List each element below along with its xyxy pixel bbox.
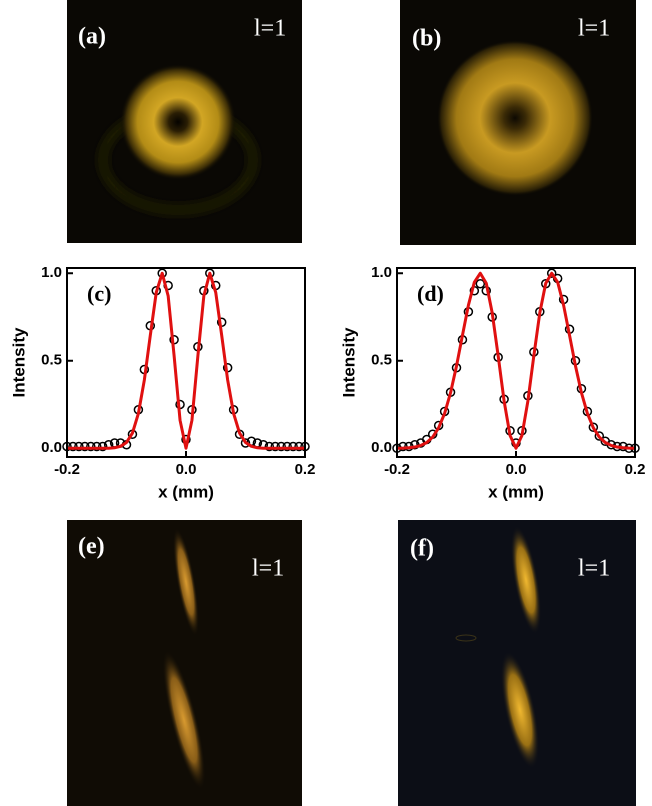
x-tick-label: -0.2: [54, 461, 80, 478]
y-tick-label: 0.5: [41, 352, 62, 369]
mode-label: l=1: [252, 556, 284, 582]
panel-label: (c): [87, 281, 111, 306]
mode-label: l=1: [254, 16, 286, 42]
mode-label: l=1: [578, 556, 610, 582]
x-tick-label: 0.2: [295, 461, 316, 478]
plot-frame: [66, 267, 306, 458]
panel-label: (e): [78, 534, 105, 560]
chart: 0.0 0.5 1.0 -0.2 0.0 0.2 x (mm) Intensity (d): [339, 264, 645, 501]
data-point: [240, 438, 251, 448]
y-axis-label: Intensity: [9, 327, 28, 397]
data-point: [97, 441, 108, 452]
data-point: [594, 431, 605, 441]
image-panel: (b) l=1: [400, 0, 636, 245]
x-tick-label: 0.2: [625, 461, 646, 478]
image-panel: (e) l=1: [67, 520, 302, 806]
data-point: [86, 441, 96, 452]
data-point: [282, 441, 292, 452]
data-point: [288, 441, 298, 452]
panel-label: (a): [78, 24, 106, 50]
data-point: [264, 441, 275, 452]
data-point: [276, 441, 286, 452]
fit-line: [67, 271, 305, 450]
image-panel: (a) l=1: [67, 0, 302, 243]
fit-line: [396, 271, 636, 450]
panel-label: (d): [417, 281, 444, 306]
mode-label: l=1: [578, 16, 610, 42]
y-tick-label: 1.0: [41, 264, 62, 281]
x-axis-label: x (mm): [488, 482, 544, 501]
data-point: [294, 441, 304, 452]
data-point: [68, 441, 78, 452]
chart: 0.0 0.5 1.0 -0.2 0.0 0.2 x (mm) Intensity (c): [9, 264, 315, 501]
data-point: [475, 279, 486, 289]
data-point: [80, 441, 90, 452]
data-point: [92, 441, 102, 452]
panel-label: (b): [412, 26, 441, 52]
y-tick-label: 0.0: [41, 439, 62, 456]
data-point: [270, 441, 280, 452]
x-axis-label: x (mm): [158, 482, 214, 501]
data-point: [588, 422, 599, 432]
y-tick-label: 1.0: [371, 264, 392, 281]
y-tick-label: 0.0: [371, 439, 392, 456]
data-point: [74, 441, 84, 452]
image-panel: (f) l=1: [398, 520, 636, 806]
x-tick-label: -0.2: [384, 461, 410, 478]
panel-label: (f): [410, 536, 434, 562]
x-tick-label: 0.0: [506, 461, 527, 478]
plot-frame: [396, 267, 636, 458]
x-tick-label: 0.0: [176, 461, 197, 478]
data-point: [546, 268, 557, 278]
y-axis-label: Intensity: [339, 327, 358, 397]
y-tick-label: 0.5: [371, 352, 392, 369]
